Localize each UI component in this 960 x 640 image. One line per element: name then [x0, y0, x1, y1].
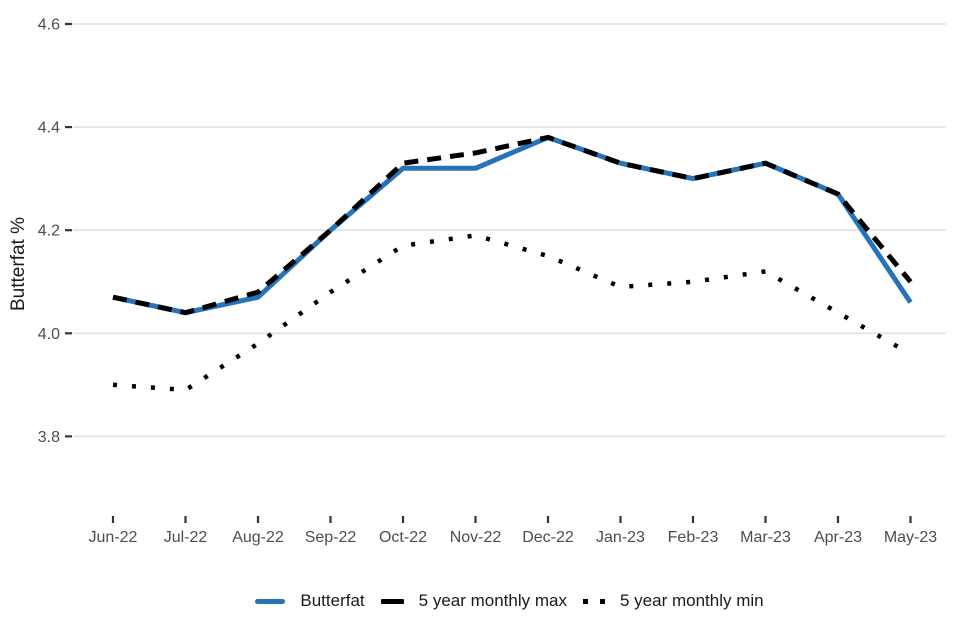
- x-tick-label: Aug-22: [232, 529, 284, 546]
- legend-label-max: 5 year monthly max: [418, 591, 567, 610]
- x-tick-label: Sep-22: [305, 529, 357, 546]
- y-tick-label: 3.8: [38, 429, 60, 446]
- legend-item-max: 5 year monthly max: [380, 591, 567, 611]
- butterfat-line-swatch: [255, 598, 286, 604]
- y-tick-label: 4.0: [38, 326, 60, 343]
- series-line-5-year-monthly-min: [112, 233, 912, 393]
- legend-item-butterfat: Butterfat: [255, 591, 365, 611]
- x-tick-label: Oct-22: [379, 529, 427, 546]
- x-tick-label: Jun-22: [89, 529, 138, 546]
- y-tick-label: 4.2: [38, 223, 60, 240]
- x-tick-label: Nov-22: [450, 529, 502, 546]
- y-tick-label: 4.6: [38, 17, 60, 34]
- min-line-swatch: [582, 598, 605, 604]
- series-line-5-year-monthly-max: [112, 134, 913, 316]
- x-tick-label: May-23: [884, 529, 937, 546]
- x-tick-label: Jan-23: [596, 529, 645, 546]
- x-tick-label: Dec-22: [522, 529, 574, 546]
- y-tick-label: 4.4: [38, 120, 60, 137]
- legend-item-min: 5 year monthly min: [582, 591, 764, 611]
- legend-label-min: 5 year monthly min: [619, 591, 764, 610]
- max-line-swatch: [380, 598, 404, 604]
- series-line-butterfat: [112, 134, 913, 316]
- y-axis-title: Butterfat %: [8, 217, 29, 311]
- x-tick-label: Feb-23: [668, 529, 719, 546]
- plot-area: 4.6 4.4 4.2 4.0 3.8 Jun-22 Jul-22 Aug-22 Sep-22 O…: [38, 17, 946, 546]
- legend-label-butterfat: Butterfat: [300, 591, 365, 610]
- x-tick-label: Mar-23: [740, 529, 791, 546]
- chart-legend: Butterfat 5 year monthly max 5 year mont…: [73, 589, 946, 613]
- x-tick-label: Jul-22: [164, 529, 208, 546]
- x-tick-label: Apr-23: [814, 529, 862, 546]
